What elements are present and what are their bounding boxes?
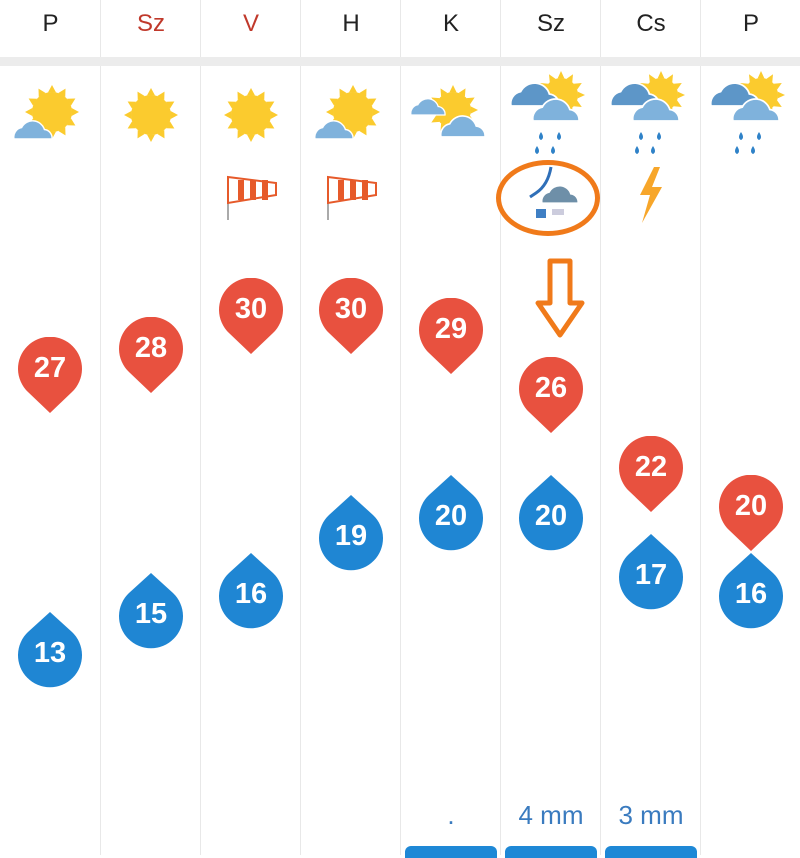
down-arrow-icon bbox=[535, 258, 585, 338]
max-temp-marker: 29 bbox=[419, 297, 483, 378]
highlight-circle bbox=[496, 160, 600, 236]
min-temp: 16 bbox=[234, 578, 268, 611]
day-column[interactable]: H 30 19 bbox=[300, 0, 401, 855]
min-temp: 16 bbox=[734, 578, 768, 611]
min-temp: 17 bbox=[634, 558, 668, 591]
rain-clouds-sun-icon bbox=[611, 71, 685, 154]
windsock-icon bbox=[227, 175, 277, 220]
max-temp-marker: 26 bbox=[519, 356, 583, 437]
day-label: P bbox=[42, 10, 59, 37]
day-label: K bbox=[442, 10, 459, 37]
max-temp: 22 bbox=[634, 450, 668, 483]
max-temp: 29 bbox=[434, 312, 468, 345]
day-column[interactable]: P 27 13 bbox=[0, 0, 101, 855]
day-column[interactable]: Sz 28 15 bbox=[100, 0, 201, 855]
day-label: Sz bbox=[536, 10, 565, 37]
sun-behind-small-cloud-icon bbox=[314, 85, 380, 140]
precipitation-bar[interactable] bbox=[405, 846, 497, 858]
day-label: H bbox=[342, 10, 360, 37]
min-temp-marker: 13 bbox=[17, 608, 83, 688]
min-temp-marker: 15 bbox=[119, 569, 183, 649]
rain-clouds-sun-icon bbox=[511, 71, 585, 154]
min-temp-marker: 20 bbox=[419, 471, 483, 551]
max-temp: 28 bbox=[134, 332, 168, 365]
day-column[interactable]: Cs 22 17 3 mm bbox=[600, 0, 701, 858]
min-temp-marker: 19 bbox=[319, 491, 383, 571]
lightning-icon bbox=[640, 167, 662, 223]
day-label: P bbox=[742, 10, 759, 37]
max-temp: 26 bbox=[534, 371, 568, 404]
precipitation-bar[interactable] bbox=[505, 846, 597, 858]
day-label: V bbox=[242, 10, 259, 37]
min-temp-marker: 16 bbox=[719, 549, 783, 629]
max-temp: 30 bbox=[234, 293, 268, 325]
day-label: Sz bbox=[136, 10, 165, 37]
min-temp: 15 bbox=[134, 598, 168, 630]
sun-icon bbox=[224, 88, 278, 142]
max-temp-marker: 28 bbox=[119, 317, 183, 397]
max-temp: 20 bbox=[734, 490, 768, 522]
day-column[interactable]: Sz 26 20 4 mm bbox=[500, 0, 601, 858]
min-temp: 13 bbox=[33, 637, 67, 670]
min-temp: 19 bbox=[334, 519, 368, 552]
max-temp-marker: 27 bbox=[18, 336, 83, 417]
max-temp-marker: 20 bbox=[719, 474, 783, 555]
day-label: Cs bbox=[636, 10, 666, 37]
sun-behind-small-cloud-icon bbox=[13, 85, 79, 140]
max-temp: 30 bbox=[334, 293, 368, 325]
header-divider bbox=[0, 57, 800, 66]
precipitation-amount: 4 mm bbox=[518, 800, 584, 830]
min-temp: 20 bbox=[434, 500, 468, 532]
sun-icon bbox=[124, 88, 178, 142]
min-temp-marker: 17 bbox=[619, 530, 683, 610]
precipitation-amount: . bbox=[447, 800, 455, 830]
max-temp-marker: 22 bbox=[619, 435, 683, 516]
max-temp: 27 bbox=[33, 352, 67, 385]
precipitation-amount: 3 mm bbox=[618, 800, 684, 830]
windsock-icon bbox=[327, 175, 377, 220]
day-column[interactable]: K 29 20. bbox=[400, 0, 501, 858]
max-temp-marker: 30 bbox=[219, 277, 283, 358]
max-temp-marker: 30 bbox=[319, 277, 383, 358]
day-column[interactable]: P 20 16 bbox=[700, 0, 800, 855]
rain-clouds-sun-icon bbox=[711, 71, 785, 154]
min-temp: 20 bbox=[534, 500, 568, 532]
min-temp-marker: 20 bbox=[519, 471, 583, 551]
precipitation-bar[interactable] bbox=[605, 846, 697, 858]
day-column[interactable]: V 30 16 bbox=[200, 0, 301, 855]
min-temp-marker: 16 bbox=[219, 549, 283, 629]
sun-with-clouds-icon bbox=[411, 85, 486, 138]
